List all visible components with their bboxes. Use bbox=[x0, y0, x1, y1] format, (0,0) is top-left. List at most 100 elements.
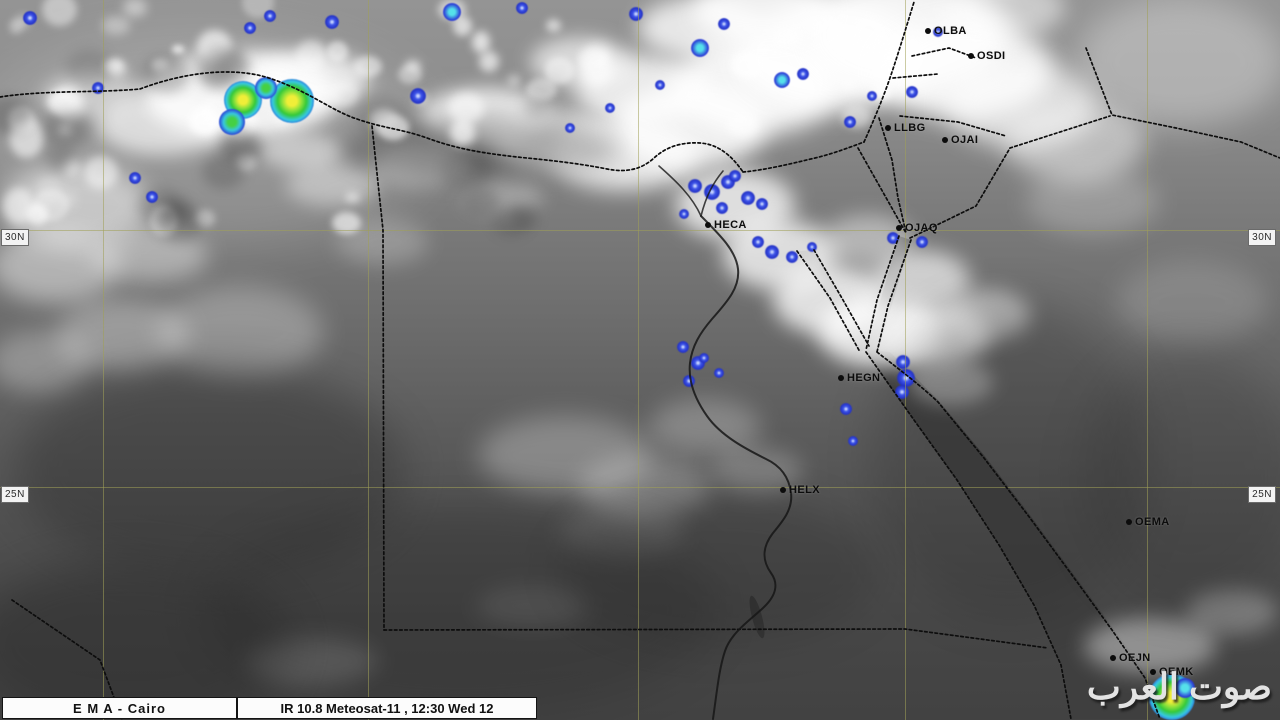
convective-cell bbox=[721, 175, 735, 189]
convective-cell bbox=[906, 86, 918, 98]
cloud-blob bbox=[42, 0, 78, 27]
convective-cell bbox=[774, 72, 790, 88]
cloud-blob bbox=[880, 305, 990, 365]
latitude-label: 30N bbox=[1, 229, 29, 246]
gulf-suez-coast-east bbox=[813, 249, 870, 347]
egypt-libya-border bbox=[371, 125, 385, 631]
convective-cell bbox=[565, 123, 575, 133]
cloud-blob bbox=[45, 146, 77, 172]
cloud-blob bbox=[241, 54, 254, 68]
convective-cell bbox=[679, 209, 689, 219]
cloud-blob bbox=[525, 78, 557, 102]
cloud-blob bbox=[1075, 0, 1280, 127]
cloud-blob bbox=[560, 495, 880, 645]
cloud-blob bbox=[123, 0, 147, 17]
convective-cell bbox=[516, 2, 528, 14]
station-label-osdi: OSDI bbox=[968, 50, 1006, 62]
cloud-blob bbox=[246, 638, 378, 684]
sinai-north-coastline bbox=[742, 141, 865, 173]
cloud-blob bbox=[870, 250, 970, 310]
convective-cell bbox=[844, 116, 856, 128]
cloud-blob bbox=[340, 116, 620, 180]
cloud-blob bbox=[15, 365, 405, 575]
station-marker-icon bbox=[838, 375, 844, 381]
cloud-blob bbox=[296, 39, 326, 71]
cloud-blob bbox=[172, 45, 184, 54]
cloud-blob bbox=[106, 59, 129, 80]
convective-cell bbox=[325, 15, 339, 29]
cloud-blob bbox=[437, 0, 467, 21]
convective-cell bbox=[23, 11, 37, 25]
cloud-blob bbox=[731, 51, 764, 79]
cloud-blob bbox=[842, 78, 855, 92]
mediterranean-coastline bbox=[0, 71, 744, 173]
cloud-blob bbox=[672, 35, 838, 135]
cloud-blob bbox=[1080, 350, 1280, 610]
cloud-blob bbox=[201, 60, 233, 85]
cloud-blob bbox=[649, 399, 761, 455]
cloud-blob bbox=[491, 204, 532, 238]
cloud-blob bbox=[235, 153, 256, 171]
cloud-blob bbox=[530, 37, 630, 87]
cloud-blob bbox=[92, 227, 208, 283]
cloud-blob bbox=[42, 109, 90, 148]
cloud-blob bbox=[150, 205, 178, 237]
station-label-ojaq: OJAQ bbox=[896, 222, 938, 234]
station-code: HEGN bbox=[847, 372, 881, 384]
cloud-blob bbox=[141, 54, 190, 94]
levant-coastline bbox=[863, 1, 915, 143]
convective-cell bbox=[704, 184, 720, 200]
cloud-blob bbox=[267, 76, 289, 99]
cloud-blob bbox=[250, 50, 370, 106]
syria-iraq-saudi-border bbox=[1085, 47, 1280, 159]
cloud-blob bbox=[870, 300, 1150, 620]
cloud-blob bbox=[576, 48, 609, 71]
convective-cell bbox=[756, 198, 768, 210]
gulf-suez-coast-west bbox=[796, 250, 861, 353]
status-bar: E M A - Cairo IR 10.8 Meteosat-11 , 12:3… bbox=[0, 696, 1280, 720]
convective-cell bbox=[629, 7, 643, 21]
cloud-blob bbox=[242, 0, 274, 18]
convective-cell bbox=[683, 375, 695, 387]
cloud-blob bbox=[522, 97, 549, 119]
cloud-blob bbox=[823, 215, 913, 265]
meridian-gridline bbox=[638, 0, 639, 720]
station-label-olba: OLBA bbox=[925, 25, 967, 37]
convective-cell bbox=[443, 3, 461, 21]
convective-cell bbox=[896, 355, 910, 369]
convective-cell bbox=[765, 245, 779, 259]
cloud-blob bbox=[336, 219, 428, 265]
cloud-blob bbox=[201, 154, 245, 190]
station-marker-icon bbox=[1110, 655, 1116, 661]
cloud-blob bbox=[26, 202, 49, 225]
convective-cell bbox=[848, 436, 858, 446]
cloud-blob bbox=[508, 75, 519, 86]
cloud-blob bbox=[9, 19, 24, 35]
cloud-blob bbox=[331, 211, 362, 235]
cloud-blob bbox=[448, 92, 484, 123]
cloud-blob bbox=[33, 189, 69, 222]
cloud-blob bbox=[772, 265, 888, 335]
meridian-gridline bbox=[103, 0, 104, 720]
convective-cell bbox=[677, 341, 689, 353]
cloud-blob bbox=[35, 176, 64, 205]
latitude-label: 25N bbox=[1, 486, 29, 503]
cloud-blob bbox=[877, 20, 1053, 120]
gulf-aqaba-coast-east bbox=[876, 239, 912, 353]
station-marker-icon bbox=[885, 125, 891, 131]
cloud-blob bbox=[0, 162, 150, 248]
convective-cell bbox=[699, 353, 709, 363]
gulf-of-suez-water bbox=[799, 250, 869, 352]
convective-cell bbox=[224, 81, 262, 119]
cloud-blob bbox=[420, 87, 550, 143]
cloud-blob bbox=[817, 297, 943, 367]
station-marker-icon bbox=[1126, 519, 1132, 525]
cloud-blob bbox=[142, 51, 338, 139]
cloud-blob bbox=[63, 158, 81, 176]
cloud-blob bbox=[369, 108, 400, 132]
cloud-blob bbox=[223, 105, 256, 139]
cloud-blob bbox=[157, 286, 323, 378]
